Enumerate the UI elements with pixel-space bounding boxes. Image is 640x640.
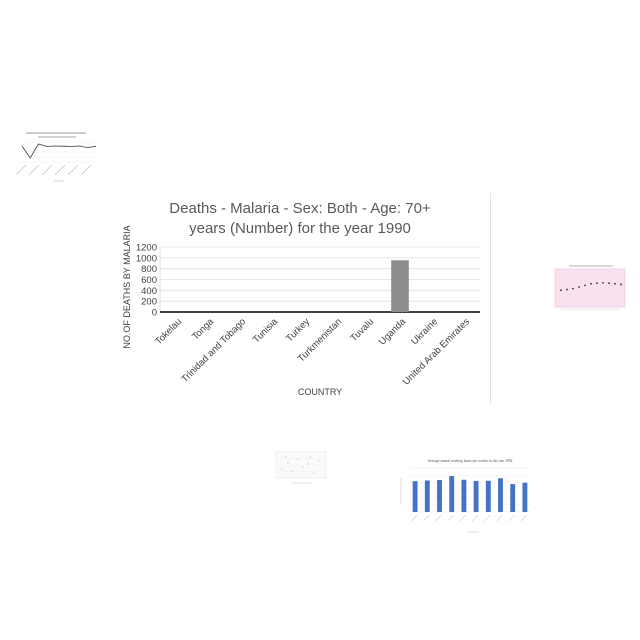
thumb-x-label-stroke — [447, 514, 454, 522]
thumbnail-faint-scatter-svg — [275, 451, 327, 484]
thumbnail-pink-scatter — [549, 263, 627, 311]
thumb-point — [560, 289, 562, 292]
thumb-x-label-stroke — [41, 164, 53, 176]
thumb-bar — [437, 480, 442, 512]
thumbnail-faint-scatter — [270, 449, 330, 487]
thumb-x-label-stroke — [54, 164, 66, 176]
thumb-x-label-stroke — [508, 514, 515, 522]
thumb-bar — [522, 482, 528, 512]
x-tick-label: Tokelau — [153, 316, 184, 347]
thumb-point — [578, 286, 580, 288]
thumbnail-blue-bar-chart: Average annual working hours per worker … — [395, 456, 535, 538]
thumb-point — [297, 458, 299, 460]
thumb-x-label-stroke — [484, 514, 491, 522]
thumb-x-label-stroke — [435, 514, 442, 522]
thumb-bar — [424, 480, 430, 512]
thumb-x-label-stroke — [471, 514, 479, 522]
x-axis-title: COUNTRY — [298, 387, 342, 397]
thumb-x-label-stroke — [459, 514, 467, 522]
thumb-point — [302, 466, 304, 468]
chart-title-line: years (Number) for the year 1990 — [189, 220, 411, 237]
y-tick-label: 1000 — [136, 253, 157, 264]
thumb-bar — [461, 479, 467, 512]
thumb-point — [584, 284, 586, 287]
thumbnail-pink-scatter-svg — [554, 265, 626, 310]
thumb-title: Average annual working hours per worker … — [428, 459, 513, 463]
x-tick-label: Trinidad and Tobago — [179, 316, 248, 385]
thumb-x-label-stroke — [410, 514, 418, 522]
thumb-x-label-stroke — [67, 164, 79, 176]
thumb-x-label-stroke — [15, 164, 27, 176]
thumb-point — [318, 460, 320, 462]
y-tick-label: 400 — [141, 286, 157, 297]
thumb-point — [285, 456, 287, 458]
thumb-x-label-stroke — [80, 164, 92, 176]
x-tick-label: Turkey — [284, 316, 312, 344]
thumb-point — [614, 282, 616, 285]
y-tick-label: 800 — [141, 264, 157, 275]
thumb-x-label-stroke — [423, 514, 430, 522]
thumb-bar — [510, 484, 516, 512]
x-tick-label: Ukraine — [409, 316, 440, 347]
thumb-point — [590, 282, 592, 285]
thumb-point — [281, 468, 283, 470]
thumb-x-label-stroke — [496, 514, 503, 522]
x-tick-label: Tonga — [190, 316, 217, 343]
thumbnail-line-chart-svg — [15, 132, 97, 182]
thumb-bar — [473, 480, 479, 512]
bar — [391, 260, 409, 312]
thumb-point — [572, 287, 574, 290]
y-tick-label: 1200 — [136, 243, 157, 254]
chart-title-line: Deaths - Malaria - Sex: Both - Age: 70+ — [169, 200, 431, 217]
thumb-point — [309, 456, 311, 458]
thumb-point — [287, 462, 289, 464]
thumb-point — [313, 472, 315, 474]
x-tick-label: Tuvalu — [348, 316, 376, 344]
thumb-point — [608, 282, 610, 285]
y-tick-label: 0 — [152, 308, 157, 319]
y-tick-label: 200 — [141, 297, 157, 308]
thumb-point — [602, 281, 604, 284]
thumb-bar — [412, 481, 418, 512]
y-tick-label: 600 — [141, 275, 157, 286]
thumb-bar — [449, 476, 455, 512]
thumb-x-label-stroke — [520, 514, 528, 522]
y-axis-title: NO.OF DEATHS BY MALARIA — [122, 225, 132, 348]
thumb-point — [307, 463, 309, 465]
thumbnail-blue-bar-chart-svg: Average annual working hours per worker … — [400, 459, 531, 533]
thumbnail-line-chart — [8, 128, 100, 184]
thumb-x-label-stroke — [28, 164, 40, 176]
divider-line — [490, 193, 491, 405]
thumb-bar — [485, 480, 491, 512]
main-chart-svg: Deaths - Malaria - Sex: Both - Age: 70+ y… — [122, 200, 480, 397]
x-tick-label: Uganda — [377, 316, 409, 348]
thumb-point — [566, 288, 568, 291]
thumb-point — [596, 282, 598, 285]
thumb-point — [291, 470, 293, 472]
thumb-point — [620, 283, 622, 286]
main-chart: Deaths - Malaria - Sex: Both - Age: 70+ y… — [120, 190, 492, 405]
thumb-bar — [498, 478, 503, 512]
x-tick-label: Tunisia — [251, 316, 281, 346]
thumb-series-line — [21, 143, 97, 159]
thumb-plot-background — [554, 268, 626, 308]
